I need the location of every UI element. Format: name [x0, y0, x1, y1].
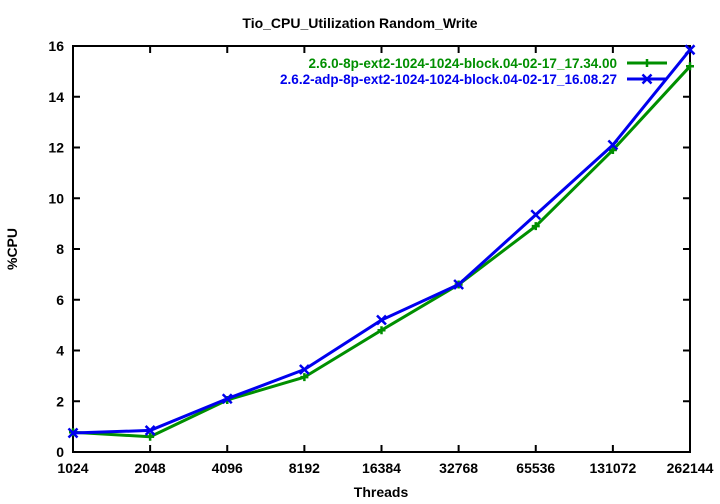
marker-plus	[531, 222, 540, 231]
x-tick-label: 1024	[57, 460, 88, 476]
plot-border	[72, 45, 691, 453]
marker-x	[641, 73, 653, 85]
marker-plus	[643, 59, 651, 67]
marker-plus	[300, 373, 309, 382]
marker-x	[607, 139, 619, 151]
x-tick-label: 262144	[667, 460, 714, 476]
series-line-1	[72, 48, 692, 435]
marker-plus	[146, 432, 155, 441]
x-tick-label: 8192	[289, 460, 320, 476]
y-tick-label: 10	[48, 190, 64, 206]
marker-plus	[608, 146, 617, 155]
x-tick-label: 65536	[516, 460, 555, 476]
series-line-0	[72, 65, 692, 439]
y-tick-label: 16	[48, 38, 64, 54]
y-tick-label: 4	[56, 343, 64, 359]
y-axis-label: %CPU	[4, 228, 20, 270]
marker-x	[376, 314, 387, 326]
marker-x	[530, 209, 542, 221]
chart-title: Tio_CPU_Utilization Random_Write	[242, 15, 477, 31]
marker-x	[684, 44, 696, 56]
plot-area: 1024 2048 4096 8192 16384 32768 65536 131072 262…	[48, 38, 713, 476]
x-tick-label: 2048	[135, 460, 166, 476]
x-tick-label: 131072	[590, 460, 637, 476]
x-axis-label: Threads	[354, 484, 409, 500]
y-tick-label: 12	[48, 140, 64, 156]
marker-plus	[686, 62, 694, 71]
y-tick-label: 2	[56, 393, 64, 409]
y-tick-label: 6	[56, 292, 64, 308]
legend-entry-series2: 2.6.2-adp-8p-ext2-1024-1024-block.04-02-…	[280, 72, 617, 87]
x-tick-label: 32768	[439, 460, 478, 476]
y-tick-label: 14	[48, 89, 64, 105]
marker-plus	[377, 326, 386, 335]
y-tick-label: 8	[56, 241, 64, 257]
x-tick-label: 4096	[212, 460, 243, 476]
marker-x	[67, 427, 79, 439]
x-tick-label: 16384	[362, 460, 401, 476]
marker-x	[453, 279, 465, 290]
y-tick-label: 0	[56, 444, 64, 460]
marker-x	[144, 425, 156, 436]
marker-x	[221, 393, 233, 405]
marker-x	[298, 364, 310, 375]
legend-entry-series1: 2.6.0-8p-ext2-1024-1024-block.04-02-17_1…	[309, 56, 617, 71]
